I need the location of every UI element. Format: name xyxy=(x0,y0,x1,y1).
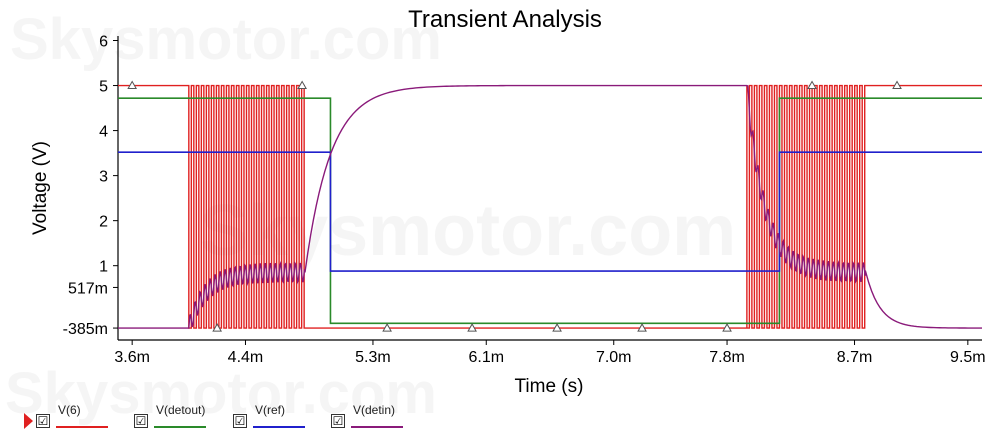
y-tick-label: 1 xyxy=(99,259,108,276)
legend-label-vref: V(ref) xyxy=(255,403,285,417)
legend-item-vdetout[interactable]: ☑ V(detout) xyxy=(134,402,224,436)
y-tick-label: 6 xyxy=(99,34,108,51)
chart-title: Transient Analysis xyxy=(408,6,602,33)
cursor-marker xyxy=(892,80,902,90)
legend-item-v6[interactable]: ☑ V(6) xyxy=(36,402,126,436)
series-line-v6 xyxy=(118,84,982,329)
x-tick-label: 4.4m xyxy=(228,349,264,366)
cursor-marker xyxy=(127,80,138,90)
x-tick-label: 5.3m xyxy=(355,349,391,366)
cursor-marker xyxy=(552,323,562,332)
legend-checkbox-v6[interactable]: ☑ xyxy=(36,414,50,428)
cursor-marker xyxy=(297,80,307,90)
y-tick-label: 2 xyxy=(99,214,108,231)
legend-selector-marker xyxy=(24,413,33,429)
x-tick-label: 9.5m xyxy=(950,349,986,366)
x-tick-label: 8.7m xyxy=(837,349,873,366)
legend-checkbox-vdetout[interactable]: ☑ xyxy=(134,414,148,428)
series-line-vdetin xyxy=(118,84,982,329)
y-tick-label: 5 xyxy=(99,79,108,96)
x-tick-label: 7.8m xyxy=(709,349,745,366)
y-tick-label: 3 xyxy=(99,169,108,186)
x-tick-label: 3.6m xyxy=(114,349,150,366)
legend-item-vref[interactable]: ☑ V(ref) xyxy=(233,402,323,436)
x-axis-label: Time (s) xyxy=(515,376,584,397)
legend: ☑ V(6) ☑ V(detout) ☑ V(ref) ☑ V(detin) xyxy=(24,402,588,436)
legend-line-vref xyxy=(253,426,305,428)
cursor-marker xyxy=(467,323,477,332)
y-tick-label: 517m xyxy=(68,280,108,297)
cursor-marker xyxy=(212,323,223,332)
legend-line-vdetout xyxy=(154,426,206,428)
series-line-vref xyxy=(118,151,982,272)
legend-label-vdetout: V(detout) xyxy=(156,403,206,417)
legend-checkbox-vref[interactable]: ☑ xyxy=(233,414,247,428)
legend-line-v6 xyxy=(56,426,108,428)
y-tick-label: 4 xyxy=(99,124,108,141)
x-tick-label: 6.1m xyxy=(468,349,504,366)
legend-label-v6: V(6) xyxy=(58,403,81,417)
legend-item-vdetin[interactable]: ☑ V(detin) xyxy=(331,402,421,436)
x-tick-label: 7.0m xyxy=(596,349,632,366)
series-line-vdetout xyxy=(118,97,982,325)
legend-label-vdetin: V(detin) xyxy=(353,403,396,417)
plot-area: 6 5 4 3 2 1 517m -385m 3.6m 4.4m 5.3m 6.1m 7.0m 7.8m 8… xyxy=(63,34,986,366)
y-axis-label: Voltage (V) xyxy=(30,141,51,235)
cursor-marker xyxy=(637,323,647,332)
y-tick-label: -385m xyxy=(63,321,108,338)
cursor-marker xyxy=(807,80,817,90)
cursor-marker xyxy=(382,323,392,332)
legend-checkbox-vdetin[interactable]: ☑ xyxy=(331,414,345,428)
cursor-marker xyxy=(722,323,732,332)
legend-line-vdetin xyxy=(351,426,403,428)
